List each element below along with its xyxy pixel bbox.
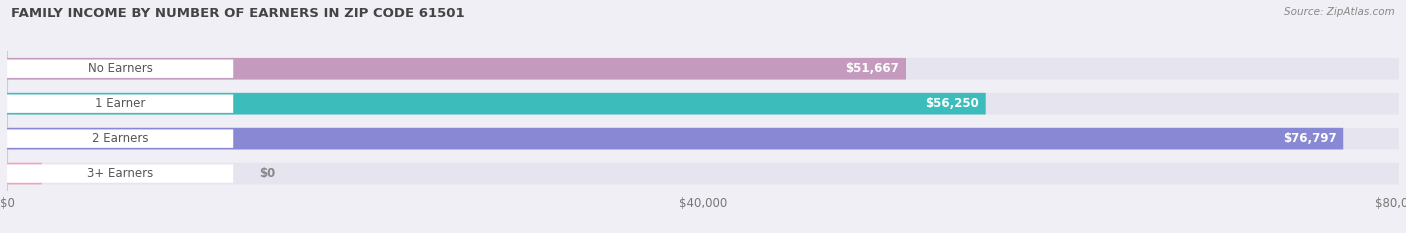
FancyBboxPatch shape — [7, 164, 233, 183]
FancyBboxPatch shape — [7, 128, 1399, 150]
Text: No Earners: No Earners — [87, 62, 153, 75]
FancyBboxPatch shape — [7, 59, 233, 78]
FancyBboxPatch shape — [7, 163, 42, 185]
Text: $76,797: $76,797 — [1282, 132, 1336, 145]
Text: $51,667: $51,667 — [845, 62, 898, 75]
FancyBboxPatch shape — [7, 128, 1343, 150]
Text: $0: $0 — [259, 167, 276, 180]
FancyBboxPatch shape — [7, 129, 233, 148]
Text: $56,250: $56,250 — [925, 97, 979, 110]
FancyBboxPatch shape — [7, 93, 1399, 115]
FancyBboxPatch shape — [7, 58, 905, 80]
FancyBboxPatch shape — [7, 58, 1399, 80]
FancyBboxPatch shape — [7, 94, 233, 113]
Text: 2 Earners: 2 Earners — [91, 132, 149, 145]
FancyBboxPatch shape — [7, 163, 1399, 185]
Text: 3+ Earners: 3+ Earners — [87, 167, 153, 180]
Text: 1 Earner: 1 Earner — [96, 97, 145, 110]
Text: FAMILY INCOME BY NUMBER OF EARNERS IN ZIP CODE 61501: FAMILY INCOME BY NUMBER OF EARNERS IN ZI… — [11, 7, 465, 20]
Text: Source: ZipAtlas.com: Source: ZipAtlas.com — [1284, 7, 1395, 17]
FancyBboxPatch shape — [7, 93, 986, 115]
